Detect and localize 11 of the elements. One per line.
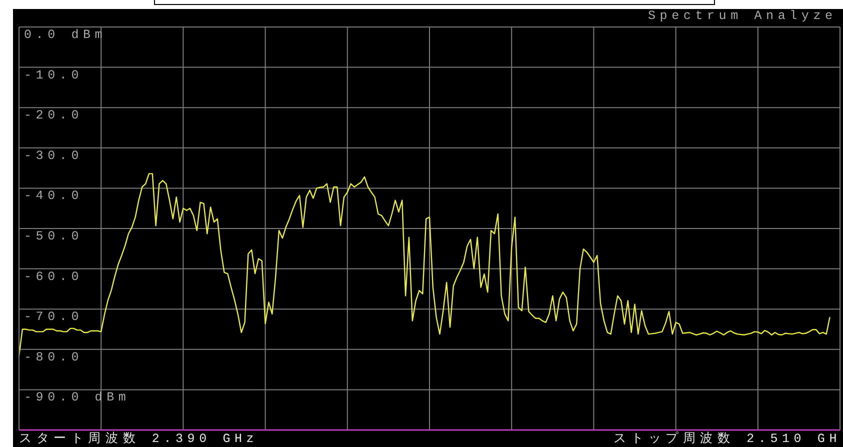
y-tick-label: -30.0	[24, 148, 84, 163]
text: スタート周波数 2.390 GHz	[19, 432, 258, 446]
y-tick-label: -70.0	[24, 310, 84, 324]
y-tick-label: -40.0	[24, 189, 84, 204]
y-tick-label: -20.0	[24, 108, 84, 123]
y-tick-label: -50.0	[24, 230, 84, 244]
y-tick-label: -80.0	[24, 350, 84, 364]
chart-title: Spectrum Analyze	[648, 9, 837, 23]
y-tick-label: -10.0	[24, 68, 84, 82]
y-tick-label: -60.0	[24, 270, 84, 284]
text: ストップ周波数 2.510 GH	[614, 432, 841, 446]
